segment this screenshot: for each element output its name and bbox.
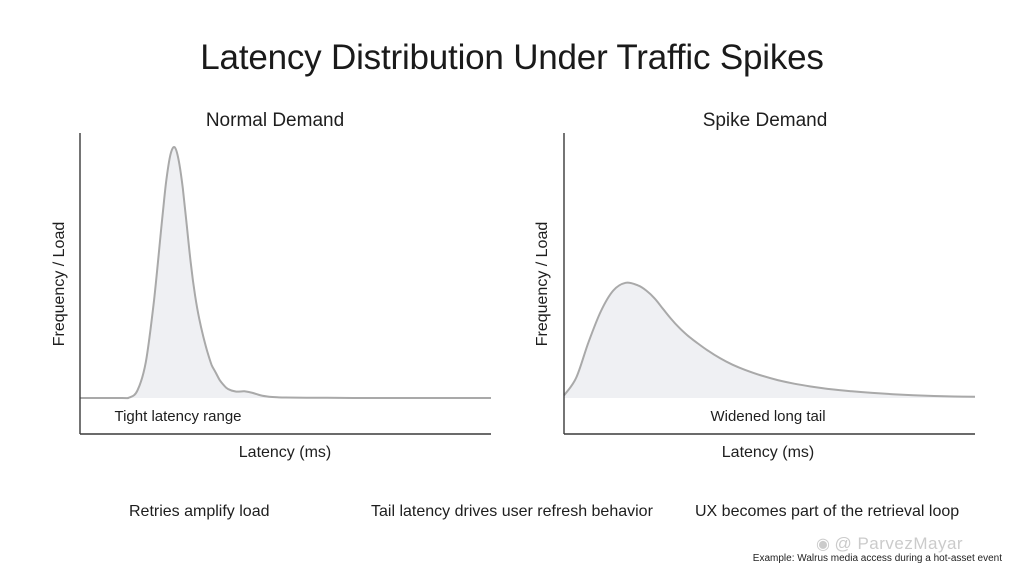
curve-line-spike [563, 281, 976, 398]
annotation-tight-latency: Tight latency range [114, 408, 242, 425]
x-axis-label-spike: Latency (ms) [721, 444, 815, 461]
footnote: Example: Walrus media access during a ho… [752, 553, 1002, 564]
caption-retries: Retries amplify load [129, 503, 270, 520]
curve-line-normal [79, 145, 491, 400]
area-fill-normal [80, 146, 491, 399]
panel-title-spike: Spike Demand [702, 110, 828, 131]
page-title: Latency Distribution Under Traffic Spike… [200, 38, 824, 77]
weibo-logo-icon: ◉ [816, 536, 831, 553]
caption-ux-loop: UX becomes part of the retrieval loop [695, 503, 960, 520]
watermark: ◉ @ ParvezMayar [816, 534, 963, 554]
panel-title-normal: Normal Demand [205, 110, 345, 131]
area-fill-spike [564, 282, 975, 398]
x-axis-label-normal: Latency (ms) [238, 444, 332, 461]
annotation-long-tail: Widened long tail [710, 408, 826, 425]
caption-tail-latency: Tail latency drives user refresh behavio… [371, 503, 653, 520]
watermark-text: @ ParvezMayar [834, 534, 964, 553]
